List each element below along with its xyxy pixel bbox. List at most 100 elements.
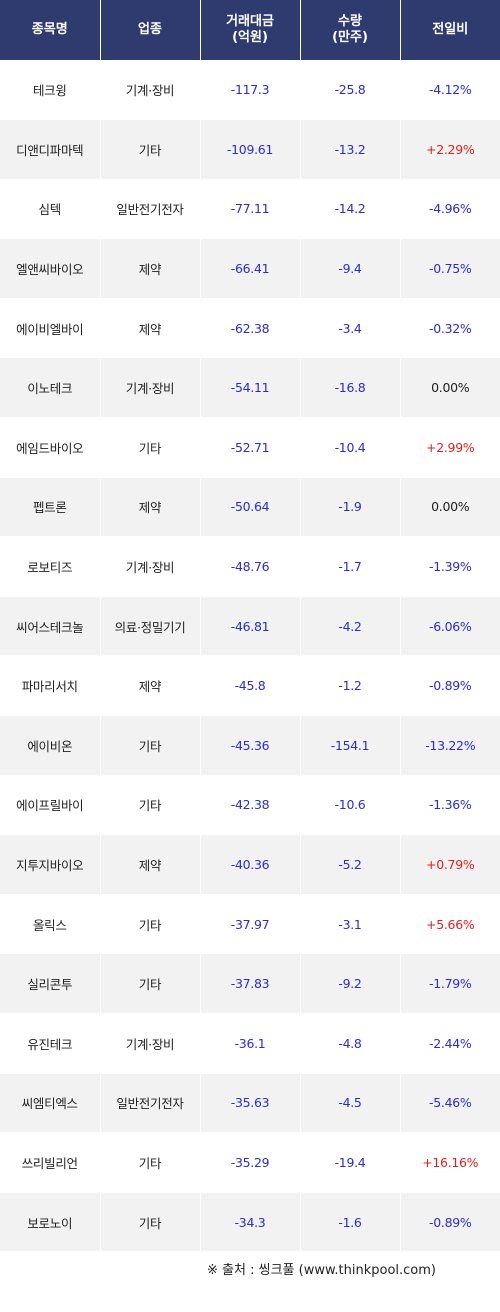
cell-sector: 기타: [100, 1192, 201, 1253]
stock-table: 종목명 업종 거래대금 (억원) 수량 (만주) 전일비 테크윙 기계·장비 -117.…: [0, 0, 500, 1253]
cell-volume: -154.1: [300, 715, 401, 776]
cell-amount: -37.83: [200, 953, 301, 1014]
cell-amount: -62.38: [200, 298, 301, 359]
table-row: 쓰리빌리언 기타 -35.29 -19.4 +16.16%: [0, 1132, 500, 1193]
cell-name: 에임드바이오: [0, 417, 101, 478]
cell-change: 0.00%: [400, 357, 500, 419]
cell-sector: 기계·장비: [100, 357, 201, 419]
cell-sector: 의료·정밀기기: [100, 596, 201, 657]
cell-change: -0.75%: [400, 238, 500, 299]
cell-amount: -50.64: [200, 477, 301, 538]
cell-volume: -1.7: [300, 536, 401, 597]
cell-amount: -42.38: [200, 775, 301, 836]
cell-sector: 기타: [100, 894, 201, 955]
header-volume-line2: (만주): [332, 30, 368, 45]
cell-change: -4.96%: [400, 179, 500, 240]
table-row: 보로노이 기타 -34.3 -1.6 -0.89%: [0, 1192, 500, 1253]
table-row: 올릭스 기타 -37.97 -3.1 +5.66%: [0, 894, 500, 955]
cell-sector: 기타: [100, 417, 201, 478]
cell-amount: -52.71: [200, 417, 301, 478]
cell-amount: -36.1: [200, 1013, 301, 1074]
cell-sector: 기계·장비: [100, 536, 201, 597]
cell-sector: 기타: [100, 1132, 201, 1193]
cell-name: 보로노이: [0, 1192, 101, 1253]
cell-change: -0.89%: [400, 655, 500, 717]
table-row: 심텍 일반전기전자 -77.11 -14.2 -4.96%: [0, 179, 500, 240]
header-volume-line1: 수량: [338, 14, 362, 29]
cell-change: -6.06%: [400, 596, 500, 657]
header-volume: 수량 (만주): [300, 0, 401, 60]
cell-change: +16.16%: [400, 1132, 500, 1193]
table-row: 엘앤씨바이오 제약 -66.41 -9.4 -0.75%: [0, 238, 500, 299]
cell-amount: -34.3: [200, 1192, 301, 1253]
cell-change: +0.79%: [400, 834, 500, 895]
cell-change: -0.32%: [400, 298, 500, 359]
header-row: 종목명 업종 거래대금 (억원) 수량 (만주) 전일비: [0, 0, 500, 60]
cell-amount: -46.81: [200, 596, 301, 657]
cell-amount: -45.8: [200, 655, 301, 717]
table-row: 씨어스테크놀 의료·정밀기기 -46.81 -4.2 -6.06%: [0, 596, 500, 657]
table-body: 테크윙 기계·장비 -117.3 -25.8 -4.12% 디앤디파마텍 기타 -109.61…: [0, 60, 500, 1253]
cell-amount: -35.63: [200, 1073, 301, 1134]
cell-name: 실리콘투: [0, 953, 101, 1014]
cell-volume: -10.6: [300, 775, 401, 836]
cell-volume: -10.4: [300, 417, 401, 478]
header-name: 종목명: [0, 0, 101, 60]
cell-amount: -54.11: [200, 357, 301, 419]
table-row: 씨엠티엑스 일반전기전자 -35.63 -4.5 -5.46%: [0, 1073, 500, 1134]
cell-volume: -16.8: [300, 357, 401, 419]
cell-volume: -14.2: [300, 179, 401, 240]
cell-name: 파마리서치: [0, 655, 101, 717]
cell-sector: 기타: [100, 119, 201, 180]
cell-sector: 제약: [100, 238, 201, 299]
table-row: 유진테크 기계·장비 -36.1 -4.8 -2.44%: [0, 1013, 500, 1074]
cell-volume: -4.8: [300, 1013, 401, 1074]
header-sector: 업종: [100, 0, 201, 60]
cell-volume: -19.4: [300, 1132, 401, 1193]
cell-sector: 기계·장비: [100, 60, 201, 121]
cell-sector: 일반전기전자: [100, 1073, 201, 1134]
cell-sector: 기타: [100, 953, 201, 1014]
cell-amount: -45.36: [200, 715, 301, 776]
cell-amount: -66.41: [200, 238, 301, 299]
cell-name: 씨엠티엑스: [0, 1073, 101, 1134]
table-row: 지투지바이오 제약 -40.36 -5.2 +0.79%: [0, 834, 500, 895]
cell-volume: -13.2: [300, 119, 401, 180]
cell-change: -13.22%: [400, 715, 500, 776]
cell-change: +2.29%: [400, 119, 500, 180]
cell-volume: -9.4: [300, 238, 401, 299]
table-row: 에이비엘바이 제약 -62.38 -3.4 -0.32%: [0, 298, 500, 359]
cell-sector: 제약: [100, 655, 201, 717]
cell-name: 지투지바이오: [0, 834, 101, 895]
cell-name: 이노테크: [0, 357, 101, 419]
header-change: 전일비: [400, 0, 500, 60]
cell-volume: -5.2: [300, 834, 401, 895]
table-row: 에이비온 기타 -45.36 -154.1 -13.22%: [0, 715, 500, 776]
cell-name: 펩트론: [0, 477, 101, 538]
cell-sector: 기타: [100, 715, 201, 776]
cell-volume: -4.2: [300, 596, 401, 657]
table-row: 디앤디파마텍 기타 -109.61 -13.2 +2.29%: [0, 119, 500, 180]
cell-change: -2.44%: [400, 1013, 500, 1074]
cell-volume: -9.2: [300, 953, 401, 1014]
cell-change: +5.66%: [400, 894, 500, 955]
cell-change: -5.46%: [400, 1073, 500, 1134]
cell-name: 에이비온: [0, 715, 101, 776]
cell-sector: 제약: [100, 834, 201, 895]
cell-sector: 제약: [100, 477, 201, 538]
cell-amount: -37.97: [200, 894, 301, 955]
cell-sector: 제약: [100, 298, 201, 359]
cell-name: 엘앤씨바이오: [0, 238, 101, 299]
cell-amount: -40.36: [200, 834, 301, 895]
cell-name: 디앤디파마텍: [0, 119, 101, 180]
table-row: 로보티즈 기계·장비 -48.76 -1.7 -1.39%: [0, 536, 500, 597]
cell-name: 에이프릴바이: [0, 775, 101, 836]
cell-volume: -3.4: [300, 298, 401, 359]
cell-sector: 일반전기전자: [100, 179, 201, 240]
cell-volume: -4.5: [300, 1073, 401, 1134]
cell-change: -0.89%: [400, 1192, 500, 1253]
cell-change: 0.00%: [400, 477, 500, 538]
header-amount: 거래대금 (억원): [200, 0, 301, 60]
cell-change: -1.79%: [400, 953, 500, 1014]
cell-volume: -1.6: [300, 1192, 401, 1253]
